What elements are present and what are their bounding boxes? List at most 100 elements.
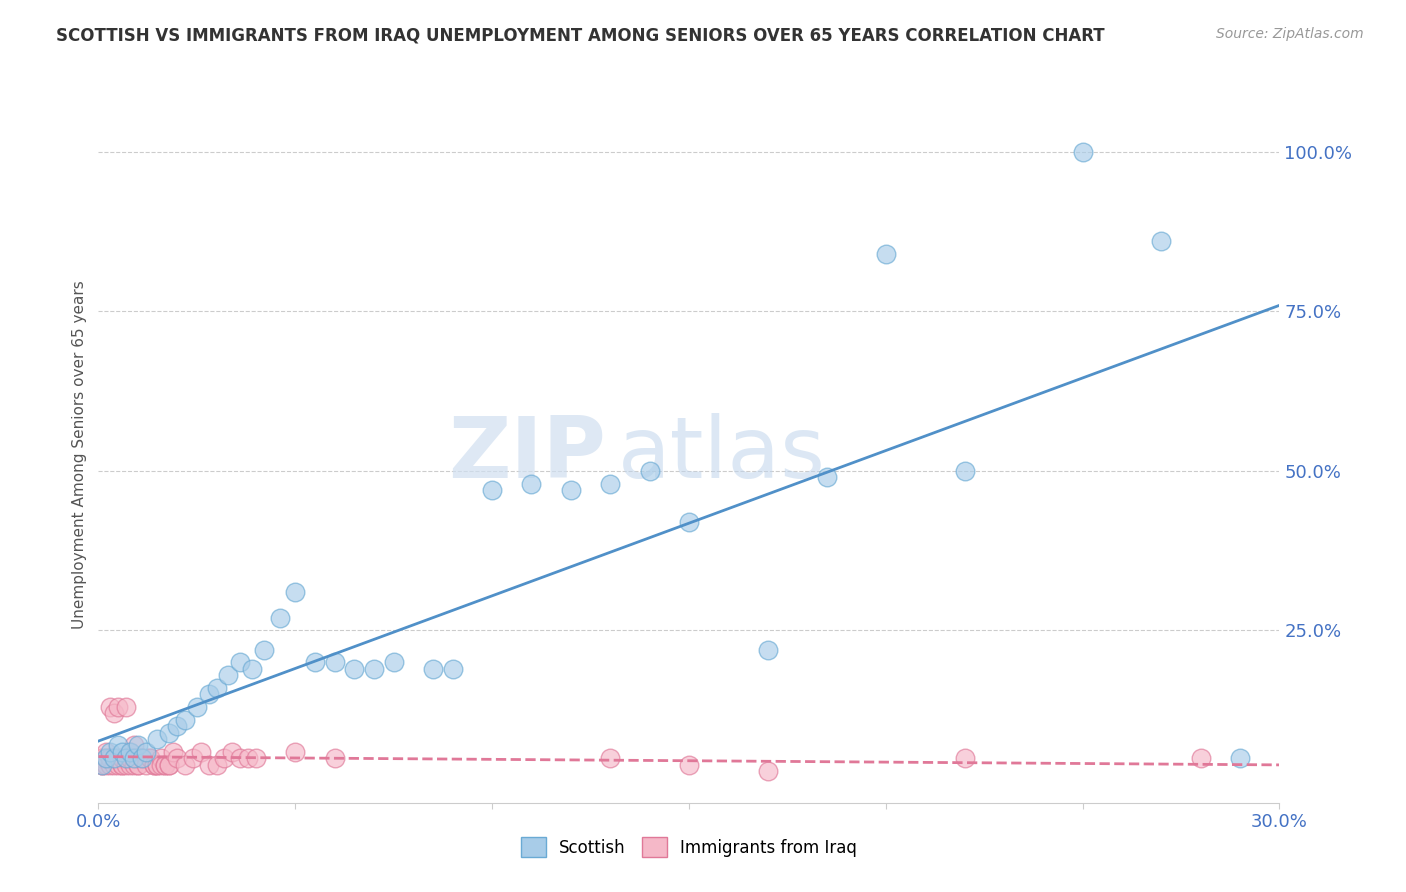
Point	[304, 656, 326, 670]
Point	[138, 751, 160, 765]
Point	[599, 751, 621, 765]
Point	[118, 751, 141, 765]
Point	[155, 757, 177, 772]
Point	[131, 751, 153, 765]
Point	[150, 751, 173, 765]
Point	[135, 757, 157, 772]
Point	[122, 751, 145, 765]
Point	[111, 757, 134, 772]
Point	[91, 757, 114, 772]
Point	[520, 476, 543, 491]
Point	[107, 751, 129, 765]
Point	[138, 751, 160, 765]
Point	[245, 751, 267, 765]
Point	[91, 751, 114, 765]
Point	[560, 483, 582, 497]
Point	[96, 745, 118, 759]
Point	[422, 662, 444, 676]
Point	[118, 757, 141, 772]
Point	[107, 757, 129, 772]
Point	[323, 656, 346, 670]
Point	[91, 757, 114, 772]
Point	[111, 757, 134, 772]
Point	[91, 751, 114, 765]
Point	[107, 700, 129, 714]
Text: Source: ZipAtlas.com: Source: ZipAtlas.com	[1216, 27, 1364, 41]
Point	[162, 745, 184, 759]
Point	[118, 745, 141, 759]
Point	[678, 515, 700, 529]
Point	[111, 745, 134, 759]
Point	[363, 662, 385, 676]
Point	[756, 764, 779, 778]
Point	[142, 757, 165, 772]
Point	[197, 757, 219, 772]
Point	[103, 706, 125, 721]
Point	[127, 739, 149, 753]
Point	[115, 751, 138, 765]
Point	[269, 610, 291, 624]
Point	[146, 757, 169, 772]
Point	[678, 757, 700, 772]
Point	[103, 757, 125, 772]
Point	[115, 700, 138, 714]
Point	[122, 751, 145, 765]
Point	[127, 751, 149, 765]
Point	[284, 745, 307, 759]
Point	[107, 739, 129, 753]
Point	[150, 757, 173, 772]
Point	[157, 757, 180, 772]
Point	[382, 656, 405, 670]
Point	[343, 662, 366, 676]
Point	[96, 751, 118, 765]
Point	[1229, 751, 1251, 765]
Point	[122, 751, 145, 765]
Point	[157, 757, 180, 772]
Point	[107, 751, 129, 765]
Point	[157, 725, 180, 739]
Point	[111, 751, 134, 765]
Point	[638, 464, 661, 478]
Point	[229, 656, 252, 670]
Point	[127, 757, 149, 772]
Point	[166, 719, 188, 733]
Point	[240, 662, 263, 676]
Point	[122, 739, 145, 753]
Point	[186, 700, 208, 714]
Point	[96, 757, 118, 772]
Point	[131, 751, 153, 765]
Point	[756, 642, 779, 657]
Point	[98, 700, 121, 714]
Point	[118, 745, 141, 759]
Point	[284, 585, 307, 599]
Point	[142, 757, 165, 772]
Point	[953, 751, 976, 765]
Point	[253, 642, 276, 657]
Point	[1071, 145, 1094, 159]
Point	[103, 751, 125, 765]
Point	[111, 751, 134, 765]
Point	[146, 757, 169, 772]
Point	[174, 713, 197, 727]
Point	[221, 745, 243, 759]
Point	[229, 751, 252, 765]
Point	[174, 757, 197, 772]
Point	[135, 745, 157, 759]
Point	[815, 470, 838, 484]
Point	[91, 757, 114, 772]
Point	[118, 751, 141, 765]
Point	[98, 757, 121, 772]
Point	[953, 464, 976, 478]
Point	[205, 681, 228, 695]
Point	[96, 751, 118, 765]
Point	[127, 757, 149, 772]
Point	[181, 751, 204, 765]
Point	[875, 247, 897, 261]
Point	[96, 751, 118, 765]
Point	[323, 751, 346, 765]
Point	[115, 751, 138, 765]
Y-axis label: Unemployment Among Seniors over 65 years: Unemployment Among Seniors over 65 years	[72, 281, 87, 629]
Point	[122, 757, 145, 772]
Text: SCOTTISH VS IMMIGRANTS FROM IRAQ UNEMPLOYMENT AMONG SENIORS OVER 65 YEARS CORREL: SCOTTISH VS IMMIGRANTS FROM IRAQ UNEMPLO…	[56, 27, 1105, 45]
Point	[166, 751, 188, 765]
